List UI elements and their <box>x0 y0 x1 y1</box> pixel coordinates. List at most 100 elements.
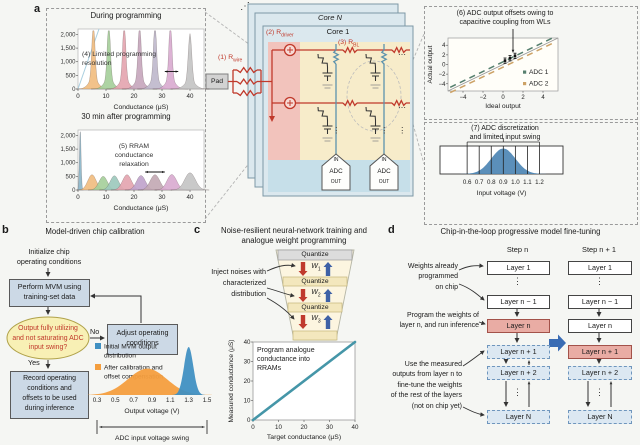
driver-cross-icon <box>287 100 293 106</box>
x-tick-label: 1.2 <box>535 179 544 186</box>
x-tick-label: 0.6 <box>463 179 472 186</box>
panel-d-title: Chip-in-the-loop progressive model fine-… <box>440 227 601 236</box>
data-dash <box>536 42 543 47</box>
y-tick-label: 0 <box>72 87 76 93</box>
flow-arrow <box>266 287 295 298</box>
y-tick-label: 20 <box>244 378 251 385</box>
data-dash <box>526 46 533 51</box>
arrowhead-icon <box>164 70 168 73</box>
row2-more-dots-icon: ⋯ <box>398 103 406 112</box>
y-tick-label: 500 <box>65 73 76 79</box>
bl-resistor <box>332 49 340 65</box>
annotation: (5) RRAM <box>119 143 150 150</box>
driver-cross-icon <box>287 47 293 53</box>
data-dash <box>545 37 553 42</box>
adc-offsets-title-2: capacitive coupling from WLs <box>459 19 551 26</box>
cell-zoom-ellipse <box>346 60 402 132</box>
init-conditions-text: Initialize chip operating conditions <box>6 247 92 267</box>
stepn1-layer-n-1: Layer n − 1 <box>568 295 632 309</box>
legend-label: ADC 2 <box>529 81 549 88</box>
stepn-layer-1: Layer 1 <box>487 261 550 275</box>
legend-marker <box>523 70 527 74</box>
x-axis-label: Ideal output <box>485 103 521 110</box>
flow-arrow <box>90 293 142 323</box>
decision-line-2: and not saturating ADC <box>12 334 84 342</box>
legend-label: ADC 1 <box>529 69 549 76</box>
zoom-connector <box>412 33 425 61</box>
data-dash <box>449 83 457 88</box>
backward-grad-arrow <box>323 289 333 302</box>
weights-programmed-text: Weights already programmed on chip <box>396 262 458 293</box>
y-axis-label: Actual output <box>427 45 434 83</box>
panel-a6-dashed-box <box>424 6 638 120</box>
x-tick-label: 0.3 <box>93 397 102 404</box>
r-bl-resistor <box>342 99 358 107</box>
transistor-icon <box>322 120 333 134</box>
x-tick-label: 4 <box>541 95 545 101</box>
perform-line-2: training-set data <box>23 292 76 301</box>
identity-data-line <box>251 340 357 422</box>
annotation: Program analogue <box>257 347 315 354</box>
panel-c-title-1: Noise-resilient neural-network training … <box>220 226 368 235</box>
w3-base: W <box>311 315 318 322</box>
legend-marker <box>523 82 527 86</box>
chart-after-title: 30 min after programming <box>81 112 171 121</box>
select-line-icon <box>322 137 333 142</box>
y-tick-label: −4 <box>439 82 447 88</box>
r-wire-label: (1) Rwire <box>218 54 242 63</box>
arrowhead-icon <box>609 381 613 385</box>
flow-arrow <box>462 406 485 417</box>
bl-resistor <box>380 49 388 65</box>
annotation: relaxation <box>119 161 149 168</box>
backward-grad-arrow <box>323 262 333 276</box>
transistor-icon <box>322 67 333 81</box>
r-wire-resistor <box>236 77 258 86</box>
y-tick-label: 1,000 <box>60 161 76 167</box>
chart-adc-offsets: −4 −4 −2 −2 0 0 2 2 4 4 Ideal output Actual output A… <box>427 29 559 110</box>
data-dash <box>545 42 553 48</box>
t3-line-3: fine-tune the weights <box>397 381 462 389</box>
arrowhead-icon <box>511 49 515 53</box>
r-bl-base: (3) R <box>338 39 354 46</box>
rram-resistor <box>365 53 377 68</box>
bottom-bar <box>292 330 338 341</box>
t1-line-2: programmed <box>418 273 458 281</box>
y-tick-label: 2,000 <box>60 32 76 38</box>
r-bl-resistor <box>391 46 407 54</box>
x-tick-label: 1.1 <box>166 397 175 404</box>
stepn-layer-n-1: Layer n − 1 <box>487 295 550 309</box>
data-dash <box>478 70 485 75</box>
record-line-2: conditions and <box>27 385 72 392</box>
no-label: No <box>90 327 100 336</box>
x-tick-label: 1.0 <box>511 179 520 186</box>
adc2-in-label: IN <box>381 157 387 163</box>
core-n-label: Core N <box>317 13 343 22</box>
panel-b-label: b <box>2 224 9 236</box>
y-tick-label: 1,000 <box>60 60 76 66</box>
legend-label: Initial MVM output <box>104 344 157 351</box>
col1-more-dots-icon: ⋮ <box>332 125 341 135</box>
forward-noise-arrow <box>298 315 308 329</box>
annotation: (4) Limited programming <box>82 51 156 58</box>
adc2-label: ADC <box>377 168 391 175</box>
x-tick-label: 1.3 <box>184 397 193 404</box>
rram-resistor <box>317 106 329 121</box>
w1-base: W <box>311 263 318 270</box>
x-tick-label: 10 <box>103 194 110 201</box>
rram-resistor <box>317 53 329 68</box>
stepn1-layer-1: Layer 1 <box>568 261 632 275</box>
y-tick-label: 0 <box>72 188 76 194</box>
x-axis-label: Conductance (μS) <box>114 205 169 212</box>
yes-label: Yes <box>28 358 40 367</box>
select-line-icon <box>322 84 333 89</box>
decision-line-3: input swing? <box>28 344 68 351</box>
flow-arrow <box>266 263 296 272</box>
arrowhead-icon <box>162 170 165 174</box>
data-point <box>503 59 507 62</box>
inject-noises-text: Inject noises with characterized distrib… <box>190 267 266 299</box>
adc-offsets-title-1: (6) ADC output offsets owing to <box>456 10 554 17</box>
forward-noise-arrow <box>298 262 308 276</box>
x-tick-label: 30 <box>159 194 166 201</box>
legend-marker <box>95 343 101 349</box>
x-tick-label: 0 <box>76 93 80 100</box>
